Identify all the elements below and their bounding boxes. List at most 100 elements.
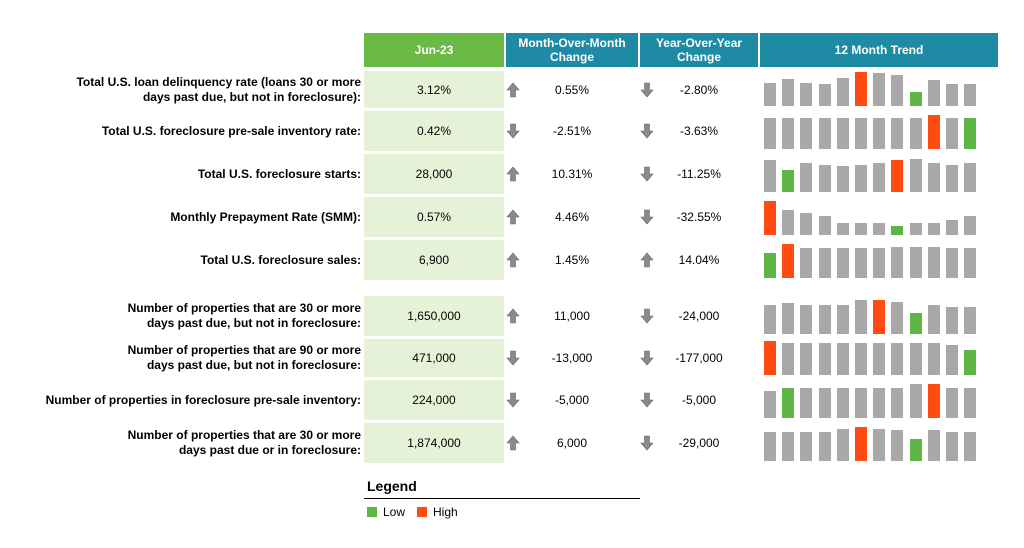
trend-bar — [855, 117, 867, 149]
header-month-over-month: Month-Over-Month Change — [506, 33, 638, 67]
trend-bar — [836, 248, 849, 278]
month-over-month-change: -5,000 — [554, 393, 590, 407]
row-label-text: Number of properties in foreclosure pre-… — [45, 392, 361, 407]
arrow-down-icon — [640, 392, 654, 408]
row-label: Total U.S. loan delinquency rate (loans … — [0, 71, 361, 108]
trend-bar — [909, 92, 922, 106]
arrow-down-icon — [640, 82, 654, 98]
trend-bar — [909, 158, 922, 192]
trend-bar — [909, 222, 922, 235]
trend-bar — [836, 343, 849, 375]
trend-bar — [782, 244, 795, 278]
trend-bar — [818, 432, 831, 461]
trend-bar — [764, 201, 776, 235]
year-over-year-change: -177,000 — [675, 351, 723, 365]
trend-bar — [873, 248, 886, 278]
arrow-up-icon — [506, 82, 520, 98]
trend-bar — [836, 305, 849, 334]
trend-bar — [800, 117, 813, 149]
trend-bar — [800, 248, 813, 278]
row-label: Number of properties that are 30 or more… — [0, 423, 361, 463]
trend-bar — [946, 432, 958, 461]
header-12-month-trend: 12 Month Trend — [760, 33, 998, 67]
row-label-text: Total U.S. loan delinquency rate (loans … — [76, 74, 361, 104]
trend-bar — [855, 72, 867, 106]
trend-sparkline — [762, 427, 998, 461]
arrow-up-icon — [506, 308, 520, 324]
trend-bar — [782, 343, 795, 375]
trend-bar — [927, 343, 940, 375]
trend-sparkline — [762, 72, 998, 106]
arrow-down-icon — [506, 392, 520, 408]
current-value: 28,000 — [364, 154, 504, 194]
row-label: Total U.S. foreclosure pre-sale inventor… — [0, 111, 361, 151]
trend-bar — [800, 82, 813, 106]
year-over-year-change: -11.25% — [677, 167, 721, 181]
trend-bar — [818, 164, 831, 192]
trend-bar — [964, 84, 977, 106]
trend-bar — [927, 80, 940, 106]
trend-bar — [891, 247, 904, 278]
legend-low: Low — [367, 505, 405, 519]
trend-bar — [782, 432, 795, 461]
trend-bar — [836, 388, 849, 418]
trend-bar — [891, 74, 904, 106]
header-jun-23-text: Jun-23 — [414, 43, 454, 57]
current-value: 1,650,000 — [364, 296, 504, 336]
trend-bar — [855, 164, 867, 192]
trend-bar — [927, 115, 940, 149]
row-label-text: Monthly Prepayment Rate (SMM): — [170, 209, 361, 224]
trend-bar — [764, 432, 776, 461]
current-value: 224,000 — [364, 380, 504, 420]
current-value: 471,000 — [364, 339, 504, 377]
trend-bar — [946, 345, 958, 375]
trend-bar — [818, 248, 831, 278]
current-value: 0.42% — [364, 111, 504, 151]
trend-bar — [909, 312, 922, 334]
trend-bar — [818, 117, 831, 149]
trend-bar — [782, 388, 795, 418]
row-label-text: Total U.S. foreclosure pre-sale inventor… — [101, 123, 361, 138]
year-over-year-change: -29,000 — [678, 436, 720, 450]
arrow-up-icon — [506, 209, 520, 225]
trend-bar — [946, 165, 958, 192]
arrow-down-icon — [506, 123, 520, 139]
row-label-text: Total U.S. foreclosure starts: — [197, 166, 361, 181]
year-over-year-change: -2.80% — [679, 82, 719, 97]
current-value: 1,874,000 — [364, 423, 504, 463]
trend-bar — [855, 222, 867, 235]
trend-sparkline — [762, 300, 998, 334]
arrow-up-icon — [640, 252, 654, 268]
trend-bar — [764, 160, 776, 192]
trend-bar — [891, 301, 904, 334]
trend-bar — [964, 306, 977, 334]
legend-high: High — [417, 505, 458, 519]
arrow-down-icon — [506, 350, 520, 366]
month-over-month-change: 11,000 — [554, 309, 590, 323]
trend-bar — [946, 84, 958, 106]
month-over-month-change: 6,000 — [556, 436, 588, 450]
header-year-over-year: Year-Over-Year Change — [640, 33, 758, 67]
trend-bar — [782, 303, 795, 334]
row-label-text: Total U.S. foreclosure sales: — [200, 252, 362, 267]
year-over-year-change: -24,000 — [678, 309, 720, 323]
month-over-month-change: 0.55% — [554, 82, 590, 97]
current-value: 3.12% — [364, 71, 504, 108]
trend-bar — [891, 160, 904, 192]
month-over-month-change: -13,000 — [551, 351, 593, 365]
month-over-month-change: 10.31% — [551, 167, 593, 181]
trend-bar — [836, 78, 849, 106]
trend-sparkline — [762, 201, 998, 235]
trend-bar — [909, 439, 922, 461]
trend-bar — [891, 388, 904, 418]
row-label: Number of properties that are 30 or more… — [0, 296, 361, 336]
arrow-down-icon — [640, 123, 654, 139]
trend-bar — [946, 388, 958, 418]
row-label: Number of properties that are 90 or more… — [0, 339, 361, 377]
trend-bar — [855, 300, 867, 334]
month-over-month-change: -2.51% — [552, 124, 592, 138]
trend-bar — [946, 219, 958, 235]
trend-bar — [909, 384, 922, 418]
trend-bar — [855, 388, 867, 418]
trend-bar — [946, 306, 958, 334]
